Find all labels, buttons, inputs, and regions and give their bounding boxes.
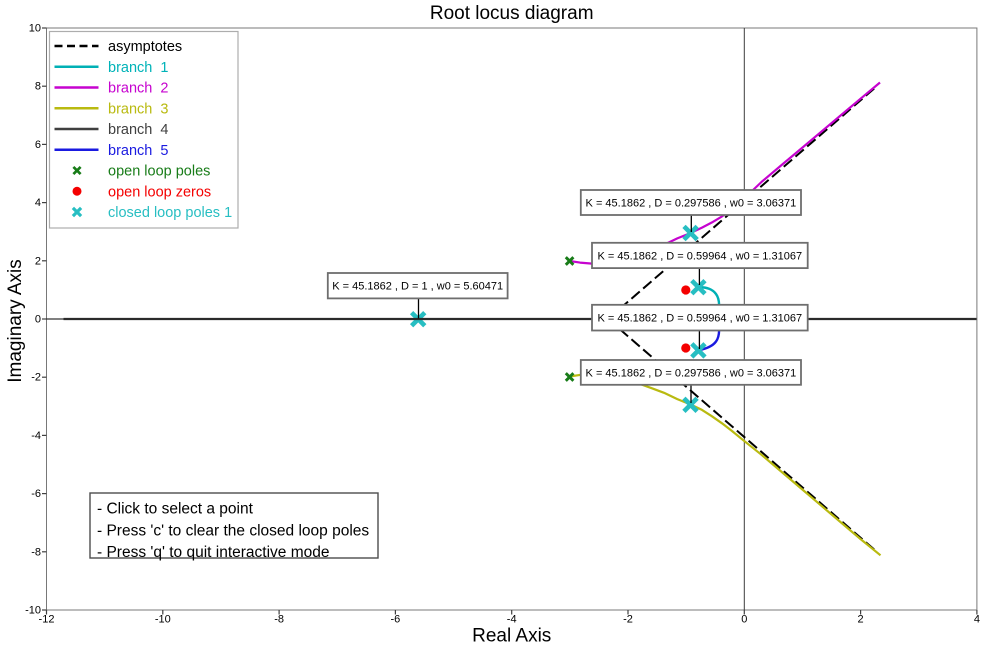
- svg-text:8: 8: [35, 81, 41, 93]
- svg-text:Real Axis: Real Axis: [472, 625, 551, 646]
- svg-text:closed loop poles 1: closed loop poles 1: [108, 205, 232, 221]
- svg-text:-8: -8: [31, 546, 41, 558]
- svg-text:- Press 'q' to quit interactiv: - Press 'q' to quit interactive mode: [97, 544, 330, 561]
- svg-text:4: 4: [35, 197, 41, 209]
- svg-text:-10: -10: [155, 614, 171, 626]
- svg-text:branch 1: branch 1: [108, 60, 168, 76]
- svg-text:-2: -2: [623, 614, 633, 626]
- svg-text:- Click to select a point: - Click to select a point: [97, 501, 254, 518]
- svg-text:2: 2: [858, 614, 864, 626]
- svg-text:-6: -6: [31, 488, 41, 500]
- svg-text:K = 45.1862 , D = 1 , w0 = 5.6: K = 45.1862 , D = 1 , w0 = 5.60471: [332, 281, 503, 293]
- svg-text:-4: -4: [31, 430, 41, 442]
- svg-text:K = 45.1862 , D = 0.297586 , w: K = 45.1862 , D = 0.297586 , w0 = 3.0637…: [586, 198, 797, 210]
- svg-text:branch 3: branch 3: [108, 101, 168, 117]
- svg-text:10: 10: [29, 23, 41, 35]
- svg-text:-6: -6: [391, 614, 401, 626]
- svg-text:-4: -4: [507, 614, 517, 626]
- svg-text:branch 4: branch 4: [108, 122, 168, 138]
- svg-text:-12: -12: [39, 614, 55, 626]
- svg-text:2: 2: [35, 255, 41, 267]
- svg-text:Root locus diagram: Root locus diagram: [430, 3, 594, 24]
- svg-text:- Press 'c' to clear the close: - Press 'c' to clear the closed loop pol…: [97, 522, 369, 539]
- svg-text:K = 45.1862 , D = 0.297586 , w: K = 45.1862 , D = 0.297586 , w0 = 3.0637…: [586, 367, 797, 379]
- svg-text:open loop zeros: open loop zeros: [108, 184, 211, 200]
- svg-text:open loop poles: open loop poles: [108, 164, 210, 180]
- svg-text:branch 5: branch 5: [108, 143, 168, 159]
- svg-text:0: 0: [741, 614, 747, 626]
- svg-text:Imaginary Axis: Imaginary Axis: [5, 259, 26, 383]
- svg-text:-10: -10: [25, 605, 41, 617]
- svg-text:-8: -8: [274, 614, 284, 626]
- svg-text:K = 45.1862 , D = 0.59964 , w0: K = 45.1862 , D = 0.59964 , w0 = 1.31067: [598, 313, 803, 325]
- svg-text:branch 2: branch 2: [108, 81, 168, 97]
- svg-text:6: 6: [35, 139, 41, 151]
- svg-text:asymptotes: asymptotes: [108, 39, 182, 55]
- svg-text:0: 0: [35, 314, 41, 326]
- svg-text:K = 45.1862 , D = 0.59964 , w0: K = 45.1862 , D = 0.59964 , w0 = 1.31067: [598, 251, 803, 263]
- svg-text:-2: -2: [31, 372, 41, 384]
- svg-text:4: 4: [974, 614, 980, 626]
